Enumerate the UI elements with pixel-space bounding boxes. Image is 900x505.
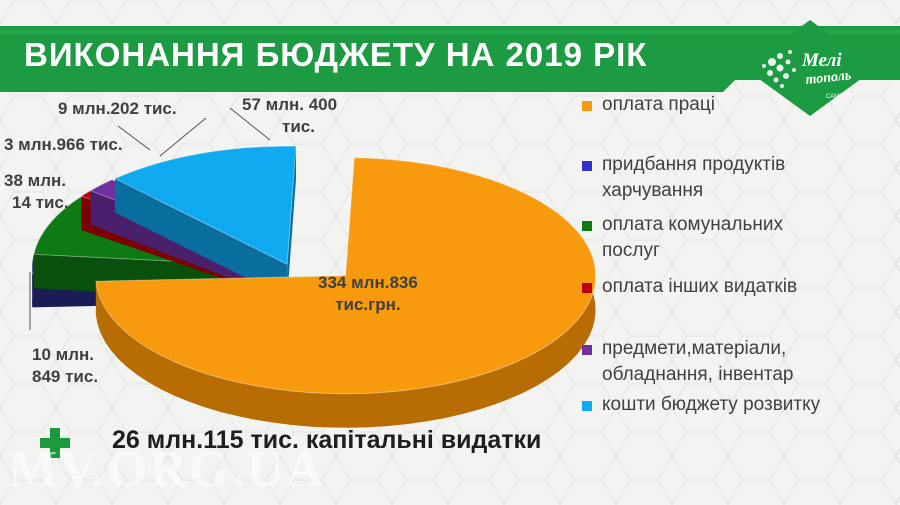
- data-label-other: 3 млн.966 тис.: [4, 135, 123, 154]
- leader-line: [117, 125, 151, 151]
- legend-swatch: [582, 101, 592, 111]
- data-label-development: 57 млн. 400 тис.: [242, 95, 338, 136]
- data-label-materials: 9 млн.202 тис.: [58, 99, 177, 118]
- pie-slice-edge: [287, 146, 296, 299]
- pie-slice-edge: [115, 178, 288, 299]
- legend-swatch: [582, 221, 592, 231]
- watermark: MV.ORG.UA: [8, 441, 326, 498]
- pie-slice-5: [113, 145, 297, 299]
- data-label-salary: 334 млн.836 тис.грн.: [318, 273, 418, 314]
- plus-icon: [40, 428, 70, 458]
- data-label-food: 10 млн. 849 тис.: [32, 345, 99, 386]
- legend-swatch: [582, 401, 592, 411]
- pie-slice-top: [95, 157, 597, 395]
- capital-expenses-text: 26 млн.115 тис. капітальні видатки: [112, 426, 542, 454]
- leader-line: [229, 107, 271, 141]
- legend-swatch: [582, 283, 592, 293]
- pie-slice-top: [113, 145, 297, 266]
- page-title: ВИКОНАННЯ БЮДЖЕТУ НА 2019 РІК: [24, 36, 648, 73]
- logo-text: Мелі: [801, 50, 842, 71]
- legend-swatch: [582, 345, 592, 355]
- title-bar: [0, 26, 900, 92]
- logo-slogan: САМЕ ТУТ...: [826, 94, 861, 100]
- svg-text:тополь: тополь: [805, 68, 852, 88]
- leader-line: [159, 117, 207, 157]
- city-logo: Мелі тополь САМЕ ТУТ...: [744, 20, 876, 116]
- legend-swatch: [582, 161, 592, 171]
- data-label-utilities: 38 млн. 14 тис.: [4, 171, 69, 212]
- pie-slice-0: [95, 157, 597, 428]
